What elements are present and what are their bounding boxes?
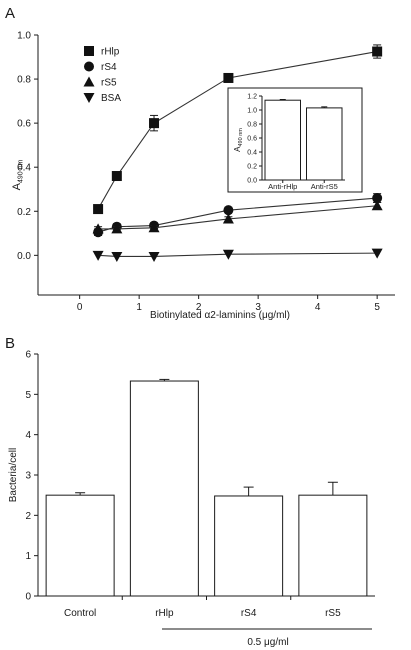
inset-category-label: Anti-rS5 (311, 182, 338, 191)
panel-a-y-tick-label: 0.8 (17, 75, 31, 86)
panel-b-y-tick-label: 3 (25, 471, 31, 482)
inset-y-tick-label: 0.8 (247, 122, 257, 129)
series-bsa-line (98, 252, 378, 257)
panel-b-y-tick-label: 0 (25, 592, 31, 603)
inset-bar (264, 99, 301, 181)
series-bsa-point (371, 248, 383, 259)
bar-rs4 (214, 495, 284, 597)
bar-rs4-label: rS4 (241, 608, 257, 619)
legend-rhlp-label: rHlp (101, 47, 120, 58)
panel-a-y-tick-label: 0.2 (17, 207, 31, 218)
panel-a-x-tick-label: 2 (196, 302, 202, 313)
panel-a-x-ticks: 0 1 2 3 4 5 (77, 295, 380, 313)
panel-b-y-tick-label: 6 (25, 350, 31, 361)
panel-b-y-tick-label: 2 (25, 511, 31, 522)
inset-y-tick-label: 0.2 (247, 164, 257, 171)
panel-a-y-tick-label: 0.6 (17, 119, 31, 130)
panel-b-y-tick-label: 5 (25, 390, 31, 401)
panel-a-letter: A (5, 5, 15, 22)
legend-bsa-label: BSA (101, 93, 121, 104)
panel-b-y-tick-label: 4 (25, 430, 31, 441)
panel-b-group-label: 0.5 μg/ml (247, 637, 288, 648)
panel-b-y-tick-label: 1 (25, 551, 31, 562)
panel-a-x-tick-label: 5 (374, 302, 380, 313)
bar-control-label: Control (64, 608, 96, 619)
inset-bar (306, 107, 343, 181)
panel-a-x-label: Biotinylated α2-laminins (μg/ml) (150, 310, 290, 321)
inset-bars: Anti-rHlp Anti-rS5 (264, 99, 343, 191)
series-rs5-point (92, 223, 104, 234)
series-rhlp-point (111, 171, 122, 182)
series-rhlp (93, 44, 383, 215)
inset-y-tick-label: 1.2 (247, 94, 257, 101)
panel-a-x-tick-label: 3 (255, 302, 261, 313)
panel-a-x-tick-label: 0 (77, 302, 83, 313)
legend-rs4-label: rS4 (101, 62, 117, 73)
series-bsa (92, 248, 383, 262)
legend-rs4-marker (84, 61, 94, 72)
inset-y-label-sub: 490 nm (238, 128, 244, 147)
series-rs4 (93, 193, 383, 238)
series-rs4-point (223, 205, 234, 216)
bar-rhlp (129, 380, 199, 597)
series-bsa-point (222, 249, 234, 260)
bar-rs5 (298, 494, 368, 597)
legend-rhlp-marker (84, 46, 94, 56)
series-rhlp-point (93, 204, 104, 215)
panel-b-letter: B (5, 335, 15, 352)
series-rs4-line (97, 197, 378, 233)
panel-b-y-label: Bacteria/cell (8, 448, 19, 502)
panel-b-y-ticks: 0 1 2 3 4 5 6 (25, 350, 38, 603)
panel-a-x-tick-label: 1 (136, 302, 142, 313)
legend-bsa-marker (83, 93, 95, 103)
series-rs5-point (148, 222, 160, 233)
series-rs5 (92, 200, 383, 234)
inset-y-tick-label: 0.0 (247, 178, 257, 185)
series-rhlp-point (149, 118, 160, 129)
series-bsa-point (148, 251, 160, 262)
panel-a-y-label-main: A (11, 182, 23, 190)
panel-a-y-tick-label: 0.0 (17, 251, 31, 262)
inset-y-ticks: 0.0 0.2 0.4 0.6 0.8 1.0 1.2 (247, 94, 262, 185)
panel-a-y-label: A490 nm (11, 159, 25, 190)
series-rhlp-point (223, 72, 234, 83)
bar-rhlp-label: rHlp (155, 608, 174, 619)
legend-rs5-marker (83, 76, 95, 87)
panel-a-y-ticks: 0.0 0.2 0.4 0.6 0.8 1.0 (17, 31, 38, 262)
inset-y-tick-label: 1.0 (247, 108, 257, 115)
panel-a-y-tick-label: 1.0 (17, 31, 31, 42)
inset-y-label: A490 nm (233, 128, 244, 152)
inset-y-label-main: A (233, 146, 242, 152)
series-rs5-point (222, 213, 234, 224)
panel-b-bar-chart: B 0 1 2 3 4 5 6 Bacteria/cell Control rHlp rS4 rS… (5, 335, 375, 648)
bar-control (45, 494, 115, 597)
inset-y-tick-label: 0.4 (247, 150, 257, 157)
panel-b-bars: Control rHlp rS4 rS5 (45, 378, 368, 619)
panel-a-inset-chart: 0.00.20.40.60.81.01.2 A490 nm Anti-rHlp A… (227, 87, 363, 193)
panel-a-y-tick-label: 0.4 (17, 163, 31, 174)
panel-a-series (92, 44, 383, 262)
series-rs4-point (372, 193, 383, 204)
panel-a-x-tick-label: 4 (315, 302, 321, 313)
series-bsa-point (92, 250, 104, 261)
series-rs5-point (111, 223, 123, 234)
legend-rs5-label: rS5 (101, 78, 117, 89)
series-bsa-point (111, 251, 123, 262)
series-rs5-point (371, 200, 383, 211)
panel-a-y-label-sub: 490 nm (18, 159, 25, 183)
inset-category-label: Anti-rHlp (268, 182, 297, 191)
bar-rs5-label: rS5 (325, 608, 341, 619)
series-rhlp-point (372, 46, 383, 57)
inset-y-tick-label: 0.6 (247, 136, 257, 143)
panel-a-legend: rHlp rS4 rS5 BSA (83, 46, 121, 104)
